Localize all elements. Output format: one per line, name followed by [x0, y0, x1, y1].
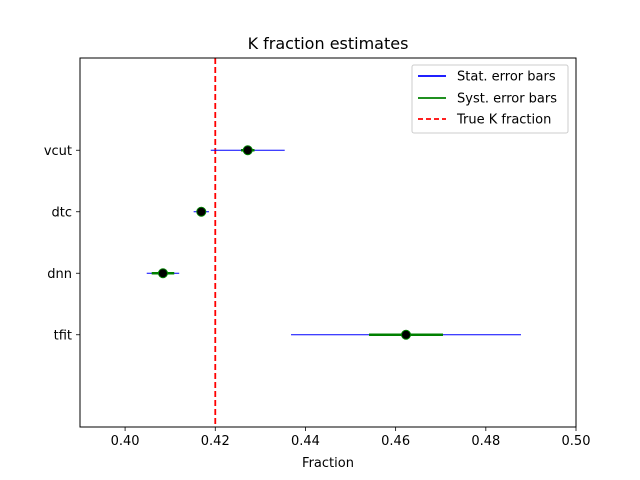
y-tick-label: dnn: [47, 267, 72, 282]
legend-stat-label: Stat. error bars: [457, 70, 556, 85]
legend-box: [411, 64, 569, 134]
chart-title: K fraction estimates: [248, 34, 409, 53]
axes-layer: 0.40 0.42 0.44 0.46 0.48 0.50 vcut dtc dnn tfit: [44, 144, 591, 449]
legend: Stat. error bars Syst. error bars True K…: [411, 64, 569, 134]
x-axis-label: Fraction: [302, 456, 354, 471]
plot-frame: [79, 57, 577, 428]
y-tick-label: dtc: [52, 205, 73, 220]
data-point: [157, 268, 168, 279]
marks-layer: [146, 58, 521, 427]
x-tick-label: 0.50: [562, 434, 591, 449]
legend-true-label: True K fraction: [456, 113, 551, 128]
data-point: [196, 206, 207, 217]
y-tick-label: vcut: [44, 144, 72, 159]
x-tick-label: 0.46: [381, 434, 410, 449]
data-point: [401, 329, 412, 340]
x-tick-label: 0.40: [111, 434, 140, 449]
data-point: [242, 145, 253, 156]
x-tick-label: 0.44: [291, 434, 320, 449]
x-tick-label: 0.48: [471, 434, 500, 449]
y-tick-label: tfit: [54, 328, 72, 343]
x-tick-label: 0.42: [201, 434, 230, 449]
legend-syst-label: Syst. error bars: [457, 92, 557, 107]
